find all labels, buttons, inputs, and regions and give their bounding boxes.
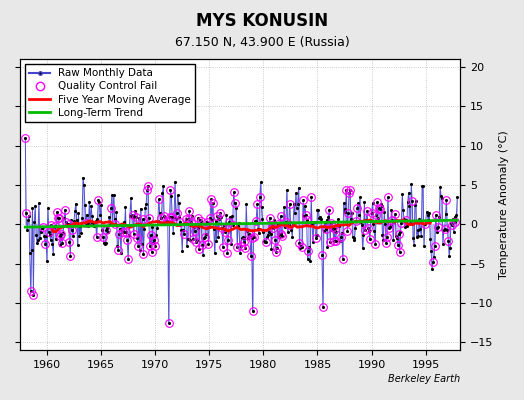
Text: MYS KONUSIN: MYS KONUSIN — [196, 12, 328, 30]
Text: 67.150 N, 43.900 E (Russia): 67.150 N, 43.900 E (Russia) — [174, 36, 350, 49]
Y-axis label: Temperature Anomaly (°C): Temperature Anomaly (°C) — [499, 130, 509, 279]
Legend: Raw Monthly Data, Quality Control Fail, Five Year Moving Average, Long-Term Tren: Raw Monthly Data, Quality Control Fail, … — [25, 64, 195, 122]
Text: Berkeley Earth: Berkeley Earth — [388, 374, 461, 384]
